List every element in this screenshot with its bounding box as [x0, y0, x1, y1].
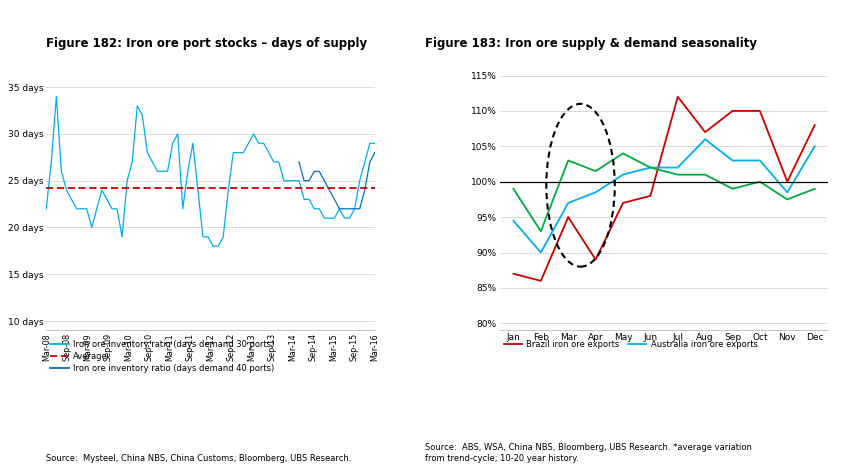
Text: Figure 182: Iron ore port stocks – days of supply: Figure 182: Iron ore port stocks – days … [46, 36, 368, 50]
Text: Source:  Mysteel, China NBS, China Customs, Bloomberg, UBS Research.: Source: Mysteel, China NBS, China Custom… [46, 454, 352, 463]
Text: Figure 183: Iron ore supply & demand seasonality: Figure 183: Iron ore supply & demand sea… [425, 36, 757, 50]
Legend: Brazil iron ore exports, Australia iron ore exports: Brazil iron ore exports, Australia iron … [504, 340, 758, 349]
Text: Source:  ABS, WSA, China NBS, Bloomberg, UBS Research. *average variation
from t: Source: ABS, WSA, China NBS, Bloomberg, … [425, 443, 752, 463]
Legend: Iron ore inventory ratio (days demand 30 ports), Average, Iron ore inventory rat: Iron ore inventory ratio (days demand 30… [50, 340, 274, 372]
